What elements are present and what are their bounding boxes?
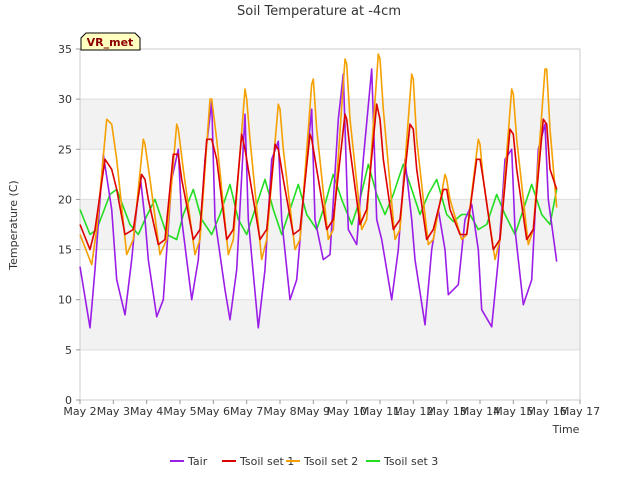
x-tick-label: May 9 xyxy=(297,405,330,418)
y-axis-ticks: 0 5 10 15 20 25 30 35 xyxy=(58,43,80,407)
x-tick-label: May 10 xyxy=(327,405,367,418)
x-tick-label: May 15 xyxy=(493,405,533,418)
x-axis-ticks: May 2 May 3 May 4 May 5 May 6 May 7 May 8 May 9… xyxy=(63,400,600,418)
legend-label: Tair xyxy=(187,455,208,468)
y-tick-label: 35 xyxy=(58,43,72,56)
x-tick-label: May 3 xyxy=(97,405,130,418)
series-line-tsoil-set-1 xyxy=(79,103,558,251)
x-tick-label: May 12 xyxy=(393,405,433,418)
y-tick-label: 20 xyxy=(58,193,72,206)
y-tick-label: 0 xyxy=(65,394,72,407)
chart-title: Soil Temperature at -4cm xyxy=(237,4,401,19)
y-axis-label: Temperature (C) xyxy=(7,180,20,270)
legend-item-tsoil-set-2: Tsoil set 2 xyxy=(286,455,358,468)
x-tick-label: May 11 xyxy=(360,405,400,418)
legend-label: Tsoil set 3 xyxy=(383,455,438,468)
station-badge-label: VR_met xyxy=(87,36,134,49)
x-axis-label: Time xyxy=(552,423,580,436)
x-tick-label: May 7 xyxy=(230,405,263,418)
plot-band xyxy=(80,299,580,350)
x-tick-label: May 16 xyxy=(527,405,567,418)
y-tick-label: 30 xyxy=(58,93,72,106)
legend-label: Tsoil set 1 xyxy=(239,455,294,468)
legend-item-tair: Tair xyxy=(170,455,208,468)
legend-item-tsoil-set-1: Tsoil set 1 xyxy=(222,455,294,468)
legend-item-tsoil-set-3: Tsoil set 3 xyxy=(366,455,438,468)
series-line-tair xyxy=(79,68,558,329)
station-badge: VR_met xyxy=(80,32,141,51)
y-tick-label: 15 xyxy=(58,244,72,257)
x-tick-label: May 2 xyxy=(63,405,96,418)
legend: Tair Tsoil set 1 Tsoil set 2 Tsoil set 3 xyxy=(170,455,438,468)
series-lines xyxy=(79,53,558,329)
y-tick-label: 5 xyxy=(65,344,72,357)
y-tick-label: 10 xyxy=(58,294,72,307)
plot-band xyxy=(80,99,580,150)
x-tick-label: May 5 xyxy=(163,405,196,418)
x-tick-label: May 8 xyxy=(263,405,296,418)
x-tick-label: May 6 xyxy=(197,405,230,418)
x-tick-label: May 17 xyxy=(560,405,600,418)
y-tick-label: 25 xyxy=(58,143,72,156)
series-line-tsoil-set-2 xyxy=(79,53,558,266)
x-tick-label: May 14 xyxy=(460,405,500,418)
x-tick-label: May 13 xyxy=(427,405,467,418)
legend-label: Tsoil set 2 xyxy=(303,455,358,468)
x-tick-label: May 4 xyxy=(130,405,163,418)
